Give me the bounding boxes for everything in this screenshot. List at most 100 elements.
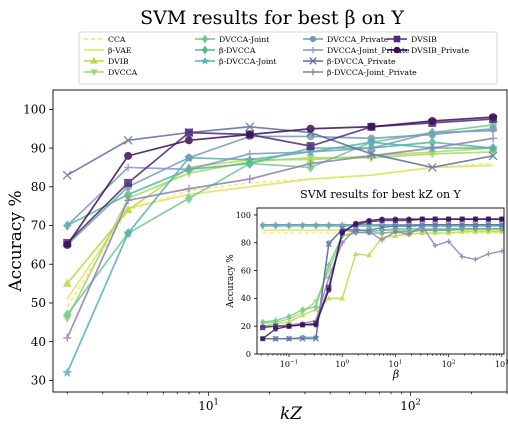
legend-label: DVCCA — [108, 68, 138, 77]
legend-marker — [393, 46, 401, 54]
main-data-point — [184, 165, 193, 174]
inset-data-point — [260, 318, 266, 326]
main-data-point — [489, 134, 498, 143]
main-series-line — [66, 125, 494, 176]
inset-y-tick-label: 80 — [241, 239, 251, 248]
main-data-point — [124, 189, 133, 200]
inset-series-group — [259, 216, 506, 342]
inset-data-point — [499, 216, 505, 222]
inset-data-point — [352, 250, 359, 256]
legend-marker — [309, 35, 317, 43]
inset-data-point — [366, 252, 372, 258]
inset-data-point — [273, 326, 279, 332]
inset-x-tick-label: 103 — [495, 359, 508, 369]
main-data-point — [245, 175, 254, 184]
main-data-point — [62, 367, 73, 377]
inset-data-point — [379, 234, 385, 240]
main-data-point — [184, 184, 193, 193]
inset-data-point — [339, 222, 345, 228]
inset-y-tick-label: 100 — [236, 211, 251, 220]
inset-data-point — [300, 222, 306, 228]
main-plot: 30 40 50 60 70 80 90 100 101 102 Accuracy % kZ — [6, 89, 508, 424]
inset-y-axis-label: Accuracy % — [226, 254, 236, 309]
main-data-point — [245, 149, 254, 158]
main-y-tick-label: 90 — [31, 141, 46, 155]
inset-data-point — [432, 242, 438, 249]
legend-label: DVCCA_Private — [327, 35, 389, 44]
legend: CCA β-VAE DVIB DVCCA DVCCA-Joint β-DVCCA β-DVC… — [78, 31, 498, 85]
main-data-point — [306, 142, 315, 151]
legend-item-beta-vae: β-VAE — [84, 46, 132, 55]
main-y-tick-label: 80 — [31, 180, 46, 194]
main-chart-title: SVM results for best β on Y — [140, 7, 404, 29]
main-data-point — [124, 178, 133, 187]
inset-x-axis-label: β — [392, 368, 399, 381]
legend-item-dvsib-private: DVSIB_Private — [387, 46, 469, 55]
inset-x-tick-label: 102 — [442, 359, 456, 369]
legend-label: β-DVCCA-Joint — [219, 57, 277, 66]
legend-item-dvcca-joint-private: DVCCA-Joint_Private — [303, 46, 410, 55]
main-series-cca — [66, 162, 494, 308]
legend-label: DVCCA-Joint — [219, 35, 270, 44]
inset-data-point — [392, 232, 399, 238]
inset-data-point — [366, 217, 372, 224]
main-x-tick-label: 101 — [198, 397, 219, 413]
legend-marker — [309, 68, 317, 76]
legend-item-dvcca: DVCCA — [84, 68, 138, 77]
main-data-point — [488, 151, 498, 161]
legend-marker — [393, 35, 401, 43]
inset-data-point — [300, 306, 306, 313]
inset-data-point — [313, 222, 319, 228]
main-series-beta-vae — [66, 164, 494, 300]
main-data-point — [123, 205, 133, 214]
inset-data-point — [313, 303, 319, 311]
inset-data-point — [260, 222, 266, 228]
inset-data-point — [260, 324, 266, 331]
legend-label: DVSIB_Private — [411, 46, 469, 55]
inset-data-point — [272, 335, 279, 342]
inset-y-tick-label: 0 — [246, 350, 251, 359]
inset-data-point — [326, 261, 332, 269]
main-data-point — [185, 154, 193, 162]
main-data-point — [428, 144, 437, 153]
legend-marker — [309, 57, 317, 65]
main-data-point — [184, 136, 193, 145]
inset-data-point — [472, 216, 479, 222]
inset-data-point — [459, 216, 465, 222]
main-data-point — [124, 151, 133, 160]
main-data-point — [306, 159, 315, 168]
inset-data-point — [286, 323, 292, 329]
inset-data-point — [485, 216, 492, 222]
inset-data-point — [459, 221, 466, 228]
main-x-axis-label: kZ — [280, 404, 303, 424]
inset-data-point — [432, 216, 438, 222]
main-frame — [52, 89, 508, 393]
inset-data-point — [392, 216, 399, 222]
main-series-line — [66, 162, 494, 308]
legend-label: β-DVCCA_Private — [327, 57, 396, 66]
main-data-point — [244, 154, 255, 164]
main-data-point — [367, 144, 376, 153]
inset-data-point — [485, 251, 492, 257]
inset-data-point — [446, 227, 452, 233]
main-data-point — [63, 240, 72, 249]
legend-label: β-DVCCA — [219, 46, 256, 55]
inset-data-point — [379, 237, 385, 243]
main-data-point — [428, 116, 437, 125]
legend-marker — [201, 34, 209, 44]
inset-data-point — [485, 221, 492, 228]
legend-item-dvib: DVIB — [84, 57, 129, 66]
inset-data-point — [339, 295, 346, 301]
main-data-point — [489, 126, 498, 135]
main-y-tick-label: 50 — [31, 296, 46, 310]
main-data-point — [367, 151, 376, 160]
inset-data-point — [472, 221, 479, 228]
legend-item-beta-dvcca: β-DVCCA — [195, 45, 256, 55]
legend-box — [78, 31, 498, 85]
legend-item-beta-dvcca-joint-private: β-DVCCA-Joint_Private — [303, 68, 417, 77]
main-data-point — [428, 137, 437, 148]
inset-y-tick-label: 40 — [241, 294, 251, 303]
inset-y-tick-label: 20 — [241, 322, 251, 331]
